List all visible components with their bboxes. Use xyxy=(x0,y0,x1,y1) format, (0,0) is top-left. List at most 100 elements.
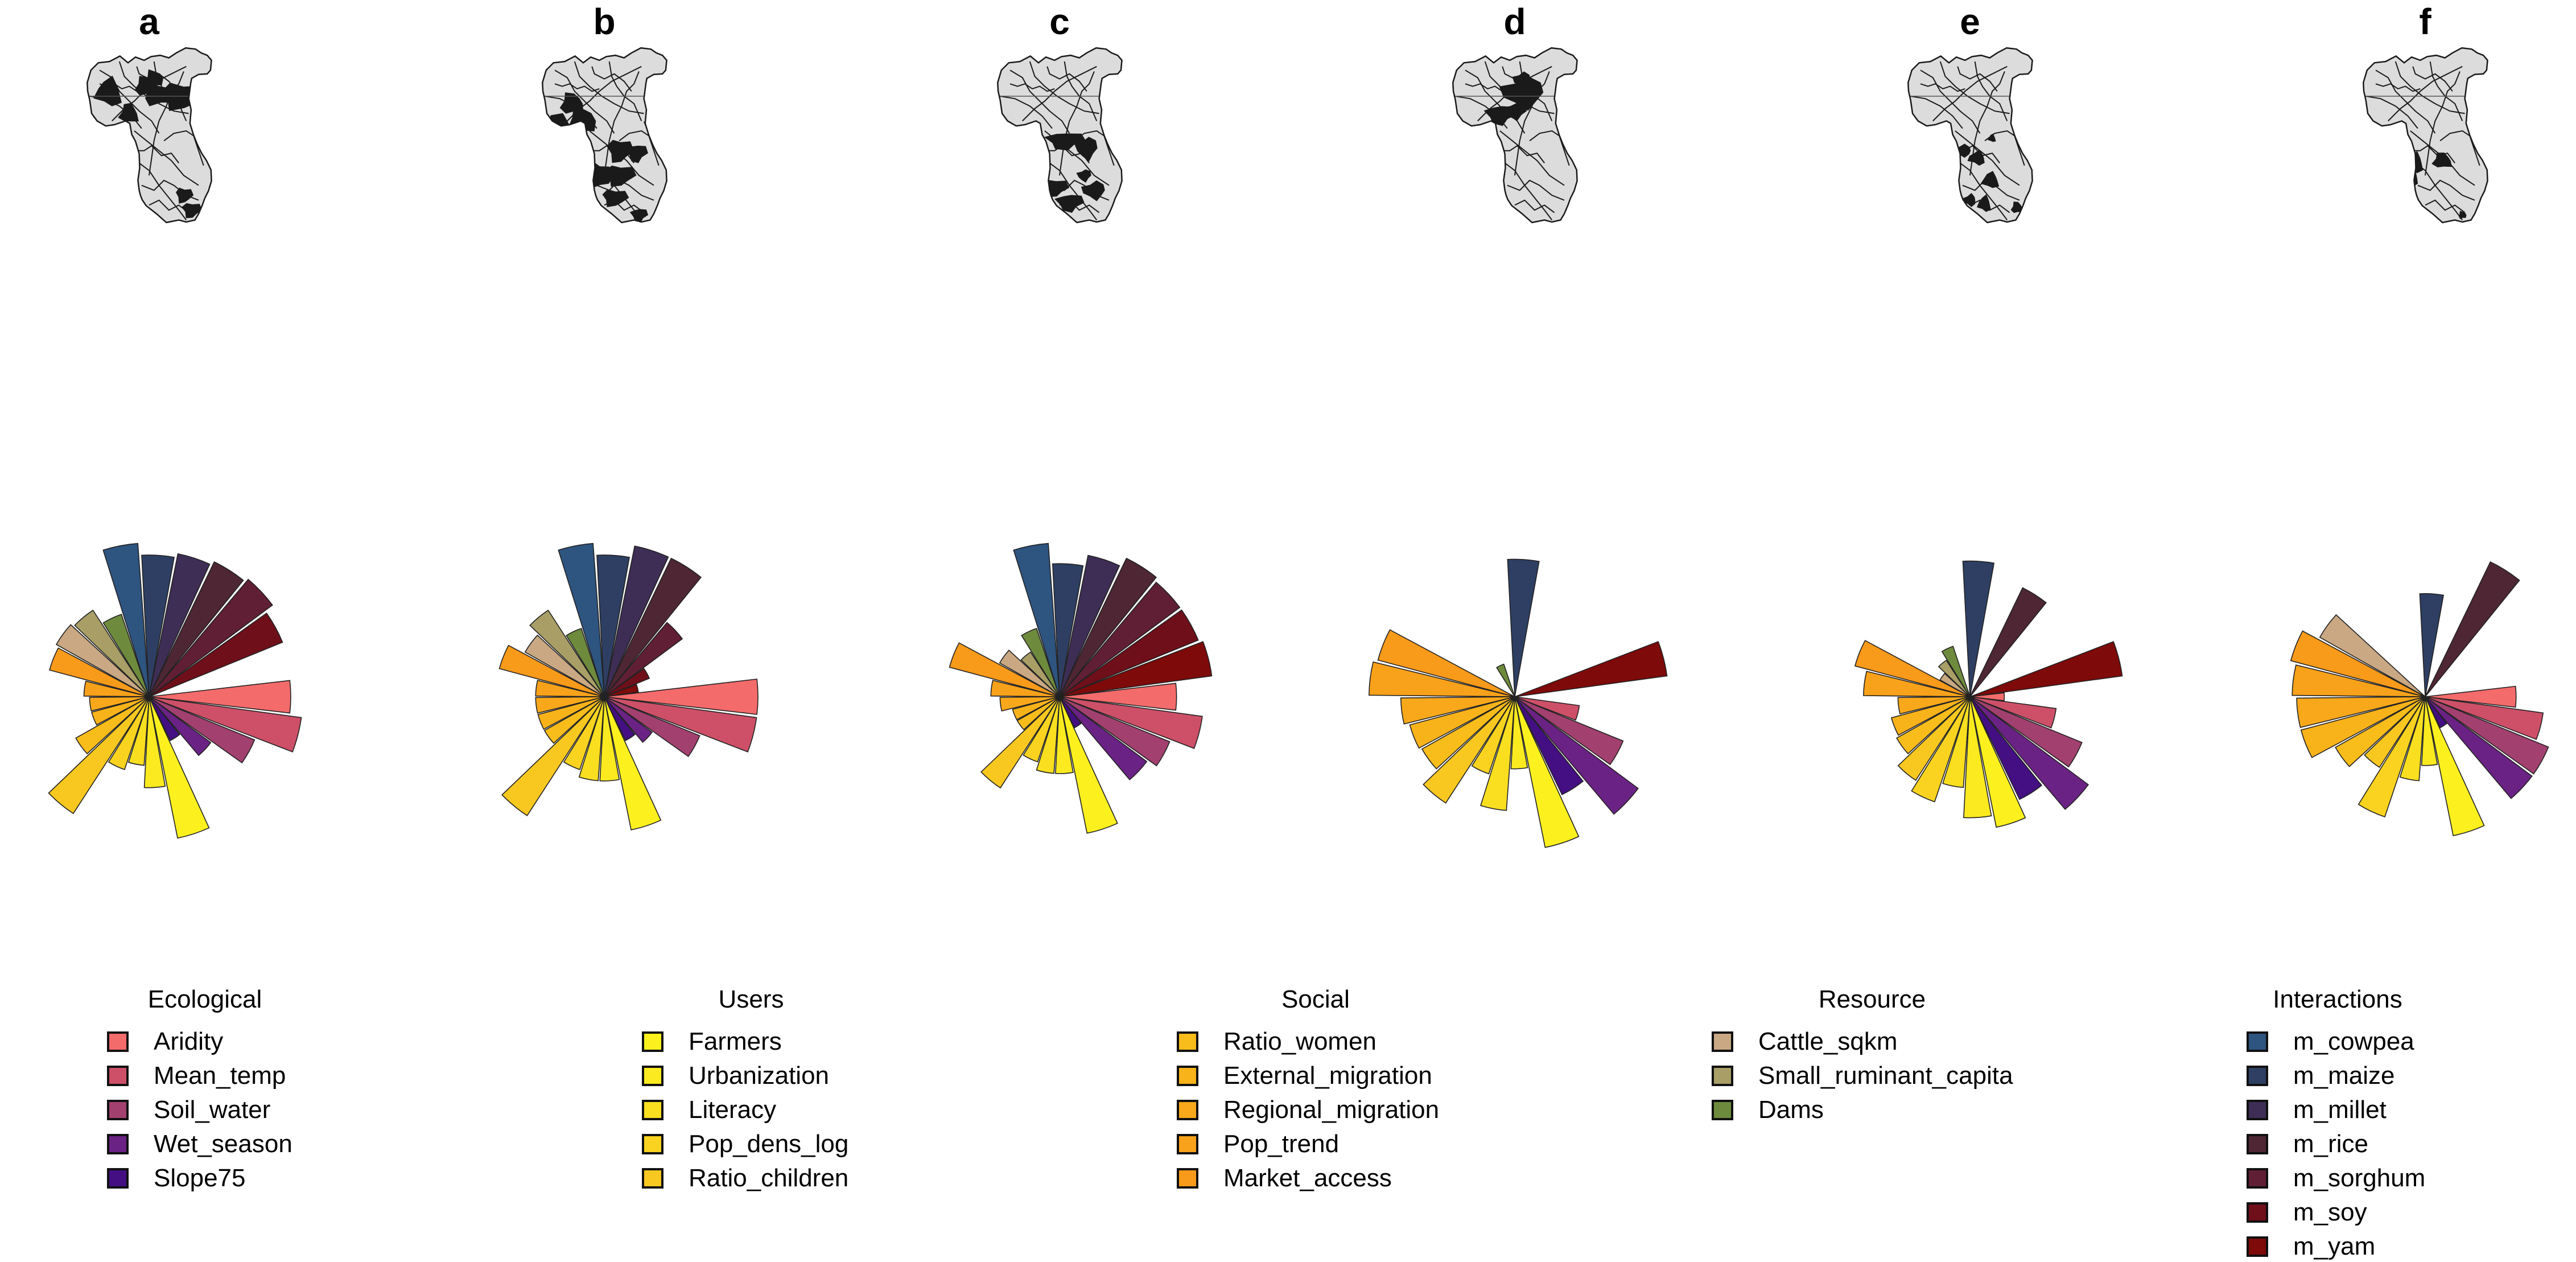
bar-a-Pop_trend xyxy=(83,680,150,697)
legend-interactions: Interactions m_cowpea m_maize m_millet m_ric… xyxy=(2247,985,2425,1260)
bar-f-Literacy xyxy=(2399,696,2426,782)
bar-d-Slope75 xyxy=(1514,696,1584,795)
legend-swatch xyxy=(107,1100,129,1120)
bar-e-Slope75 xyxy=(1969,696,2043,800)
district-border xyxy=(2414,162,2463,221)
legend-swatch xyxy=(2247,1236,2268,1257)
district-border xyxy=(1932,65,2008,122)
bar-e-Pop_dens_log xyxy=(1911,696,1971,803)
district-map-d xyxy=(1452,47,1578,224)
bar-f-Pop_dens_log xyxy=(2357,696,2426,818)
district-border xyxy=(1022,65,1097,122)
legend-swatch xyxy=(2247,1168,2268,1189)
legend-swatch xyxy=(642,1100,663,1120)
legend-title: Resource xyxy=(1819,985,1926,1013)
bar-e-Cattle_sqkm xyxy=(1939,672,1971,697)
map-boundary xyxy=(542,47,667,224)
bar-f-Wet_season xyxy=(2425,696,2533,799)
bar-e-Aridity xyxy=(1969,692,2005,701)
panel-label-a: a xyxy=(139,1,159,42)
bar-d-Dams xyxy=(1496,663,1515,697)
bar-e-Farmers xyxy=(1969,696,2026,828)
bar-d-Farmers xyxy=(1514,696,1580,848)
highlighted-district xyxy=(604,165,637,187)
bar-e-Dams xyxy=(1941,646,1971,697)
district-border xyxy=(1955,145,2000,164)
bar-a-Soil_water xyxy=(149,696,255,764)
district-border xyxy=(604,71,640,176)
bar-e-External_migration xyxy=(1891,696,1971,736)
bar-b-m_soy xyxy=(604,668,650,697)
legend-swatch xyxy=(107,1168,129,1189)
bar-a-Urbanization xyxy=(143,696,166,788)
bar-e-m_yam xyxy=(1969,641,2123,697)
highlighted-district xyxy=(1054,195,1085,213)
panel-label-e: e xyxy=(1960,1,1980,42)
district-border xyxy=(589,130,654,186)
bar-f-Farmers xyxy=(2425,696,2485,836)
legend-item-m_sorghum: m_sorghum xyxy=(2293,1164,2425,1192)
district-border xyxy=(2425,71,2460,176)
legend-swatch xyxy=(2247,1202,2268,1223)
bar-a-m_millet xyxy=(149,553,211,697)
bar-f-m_maize xyxy=(2419,593,2445,697)
bar-f-External_migration xyxy=(2300,696,2426,758)
district-border xyxy=(545,96,597,129)
bar-b-m_sorghum xyxy=(604,622,683,697)
bar-c-m_cowpea xyxy=(1013,542,1060,697)
district-border xyxy=(1962,179,2020,201)
legend-swatch xyxy=(2247,1100,2268,1120)
bar-c-Slope75 xyxy=(1059,696,1082,729)
bar-e-Ratio_children xyxy=(1897,696,1971,781)
bar-d-Ratio_women xyxy=(1421,696,1515,770)
highlighted-district xyxy=(115,149,127,161)
bar-c-Regional_migration xyxy=(999,696,1060,712)
bar-c-Dams xyxy=(1021,627,1060,697)
district-border xyxy=(2388,65,2463,122)
bar-e-Pop_trend xyxy=(1863,671,1971,697)
legend-title: Users xyxy=(719,985,784,1013)
bar-b-m_rice xyxy=(604,557,702,697)
district-border xyxy=(2412,66,2453,92)
bar-b-External_migration xyxy=(537,696,605,730)
legend-item-m_millet: m_millet xyxy=(2293,1096,2387,1124)
bar-a-m_rice xyxy=(149,561,244,697)
district-border xyxy=(1000,96,1053,129)
bar-c-Pop_dens_log xyxy=(1023,696,1060,763)
bar-b-Pop_dens_log xyxy=(563,696,605,770)
legend-item-pop_dens_log: Pop_dens_log xyxy=(689,1130,848,1158)
bar-a-External_migration xyxy=(91,696,150,726)
bar-f-Slope75 xyxy=(2425,696,2448,729)
bar-d-m_yam xyxy=(1514,641,1668,697)
district-border xyxy=(1044,130,1110,186)
bar-b-Market_access xyxy=(498,644,605,697)
legend-item-small_ruminant_capita: Small_ruminant_capita xyxy=(1758,1062,2013,1090)
bar-c-Farmers xyxy=(1059,696,1118,834)
district-border xyxy=(2375,69,2436,134)
bar-d-Regional_migration xyxy=(1400,696,1515,725)
bar-b-Cattle_sqkm xyxy=(524,634,605,697)
highlighted-district xyxy=(2010,202,2023,213)
district-border xyxy=(99,83,145,92)
district-border xyxy=(1514,199,1555,213)
highlighted-district xyxy=(1980,171,2000,188)
bar-b-Ratio_children xyxy=(501,696,605,816)
bar-b-Dams xyxy=(566,627,605,697)
legend-item-aridity: Aridity xyxy=(154,1027,223,1055)
bar-c-Mean_temp xyxy=(1059,696,1203,749)
bar-d-Market_access xyxy=(1377,629,1515,697)
bar-e-Regional_migration xyxy=(1897,696,1971,715)
legend-item-m_rice: m_rice xyxy=(2293,1130,2368,1158)
legend-item-m_cowpea: m_cowpea xyxy=(2293,1027,2414,1055)
highlighted-district xyxy=(1499,76,1544,111)
bar-a-Farmers xyxy=(149,696,210,839)
bar-e-Ratio_women xyxy=(1896,696,1971,755)
legend-swatch xyxy=(642,1134,663,1154)
district-border xyxy=(1502,66,1543,92)
bar-d-m_maize xyxy=(1507,558,1540,697)
legend-ecological: Ecological Aridity Mean_temp Soil_water Wet_… xyxy=(107,985,292,1192)
district-border xyxy=(1477,65,1552,122)
panel-label-b: b xyxy=(593,1,615,42)
district-border xyxy=(1046,66,1087,92)
